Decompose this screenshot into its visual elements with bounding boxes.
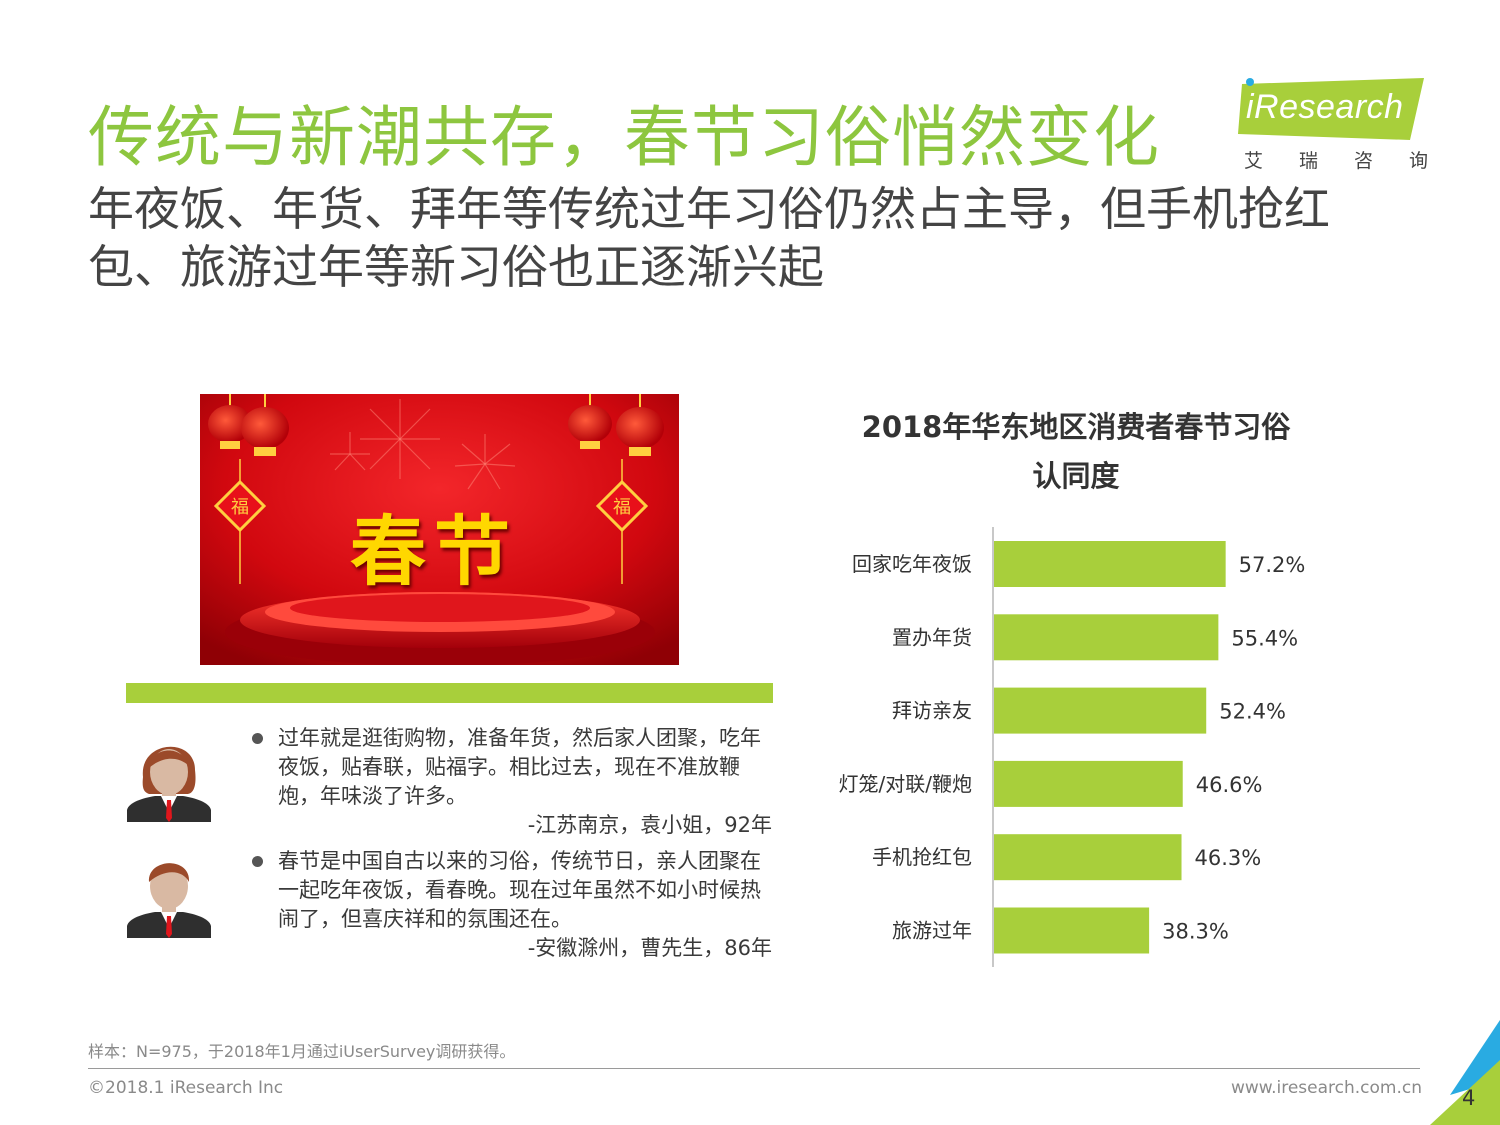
bullet-icon xyxy=(252,733,263,744)
category-label: 灯笼/对联/鞭炮 xyxy=(839,772,972,796)
female-avatar-icon xyxy=(127,746,211,822)
data-label: 46.3% xyxy=(1195,846,1262,870)
quote-2: 春节是中国自古以来的习俗，传统节日，亲人团聚在一起吃年夜饭，看春晚。现在过年虽然… xyxy=(252,847,772,963)
bar-chart: 回家吃年夜饭 57.2% 置办年货 55.4% 拜访亲友 52.4% 灯笼/对联/鞭炮 46.… xyxy=(839,527,1306,967)
logo-mark-icon xyxy=(1238,78,1424,140)
footer-divider xyxy=(88,1068,1420,1069)
logo-cn-char: 询 xyxy=(1408,150,1428,172)
chart-bar xyxy=(994,687,1207,734)
logo-cn-char: 咨 xyxy=(1353,150,1373,172)
divider-bar xyxy=(126,683,773,703)
data-label: 38.3% xyxy=(1162,920,1229,944)
quote-text: 春节是中国自古以来的习俗，传统节日，亲人团聚在一起吃年夜饭，看春晚。现在过年虽然… xyxy=(278,849,761,931)
chart-bar xyxy=(994,834,1182,881)
category-label: 拜访亲友 xyxy=(892,699,972,723)
data-label: 57.2% xyxy=(1239,553,1306,577)
website-link[interactable]: www.iresearch.com.cn xyxy=(1230,1078,1422,1098)
quote-source: -安徽滁州，曹先生，86年 xyxy=(527,936,772,960)
data-label: 52.4% xyxy=(1219,700,1286,724)
festival-background-image: 福 福 xyxy=(200,394,679,665)
chart-bar xyxy=(994,541,1226,587)
svg-text:福: 福 xyxy=(613,497,631,518)
copyright: ©2018.1 iResearch Inc xyxy=(88,1078,284,1098)
chart-bar xyxy=(994,614,1219,661)
sample-note: 样本：N=975，于2018年1月通过iUserSurvey调研获得。 xyxy=(88,1042,516,1061)
chart-bar xyxy=(994,760,1183,807)
chart-bar xyxy=(994,907,1150,954)
chart-title: 2018年华东地区消费者春节习俗认同度 xyxy=(861,410,1291,493)
page-title: 传统与新潮共存，春节习俗悄然变化 xyxy=(88,99,1160,176)
category-label: 旅游过年 xyxy=(892,919,972,943)
category-label: 手机抢红包 xyxy=(872,845,972,869)
page-subtitle: 年夜饭、年货、拜年等传统过年习俗仍然占主导，但手机抢红包、旅游过年等新习俗也正逐… xyxy=(88,182,1330,294)
data-label: 46.6% xyxy=(1196,773,1263,797)
quote-1: 过年就是逛街购物，准备年货，然后家人团聚，吃年夜饭，贴春联，贴福字。相比过去，现… xyxy=(252,724,772,840)
logo-cn-char: 艾 xyxy=(1244,150,1264,172)
quote-source: -江苏南京，袁小姐，92年 xyxy=(527,813,772,837)
iresearch-logo: iResearch 艾 瑞 咨 询 xyxy=(1238,78,1428,173)
logo-cn: 艾 瑞 咨 询 xyxy=(1244,146,1428,173)
category-label: 置办年货 xyxy=(892,625,972,649)
page-number: 4 xyxy=(1462,1086,1476,1110)
category-label: 回家吃年夜饭 xyxy=(852,552,972,576)
corner-decoration-icon xyxy=(1430,1020,1500,1125)
spring-festival-banner: 福 福 春节 xyxy=(200,394,679,665)
logo-cn-char: 瑞 xyxy=(1298,150,1318,172)
bullet-icon xyxy=(252,856,263,867)
svg-text:福: 福 xyxy=(231,497,249,518)
data-label: 55.4% xyxy=(1231,626,1298,650)
logo-brand: iResearch xyxy=(1246,88,1404,126)
banner-title: 春节 xyxy=(350,507,518,596)
male-avatar-icon xyxy=(127,863,211,938)
quote-text: 过年就是逛街购物，准备年货，然后家人团聚，吃年夜饭，贴春联，贴福字。相比过去，现… xyxy=(278,726,761,808)
